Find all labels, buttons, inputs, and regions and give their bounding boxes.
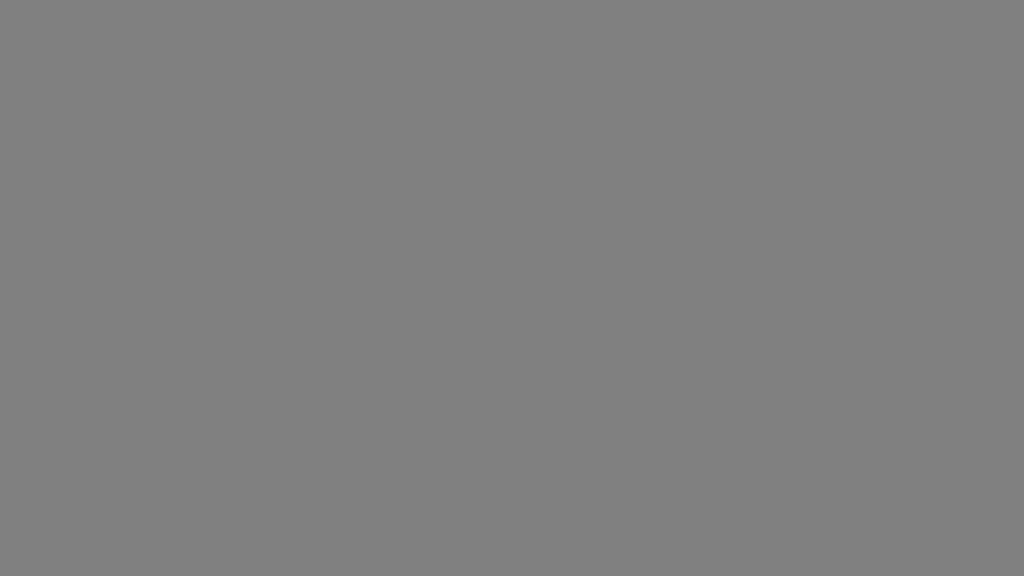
test-card <box>0 0 1024 576</box>
